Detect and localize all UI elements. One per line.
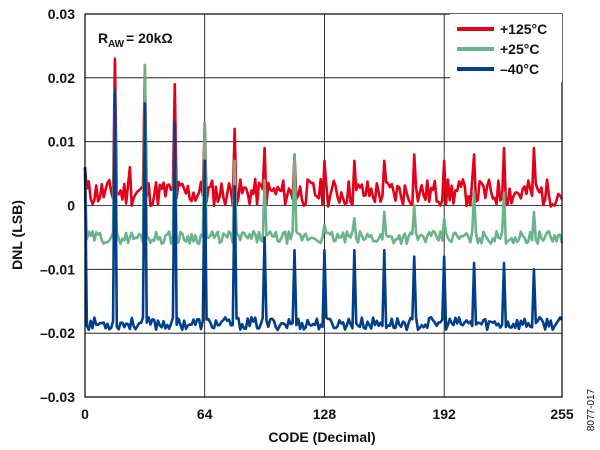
plot-frame	[84, 13, 563, 398]
series-line	[83, 57, 564, 208]
annotation-rest: = 20kΩ	[126, 30, 173, 46]
x-tick-label: 128	[313, 406, 337, 422]
y-axis-label: DNL (LSB)	[9, 200, 25, 270]
x-tick-label: 255	[550, 406, 574, 422]
annotation-subscript: AW	[108, 39, 125, 50]
y-tick-label: –0.02	[40, 325, 75, 341]
legend: +125°C +25°C –40°C	[457, 21, 547, 77]
x-tick-labels: 0 64 128 192 255	[81, 406, 574, 422]
legend-label: –40°C	[500, 61, 539, 77]
y-tick-label: 0	[67, 198, 75, 214]
y-tick-label: 0.03	[48, 6, 75, 22]
series-layer	[83, 57, 564, 332]
series-line	[83, 63, 564, 246]
y-tick-label: –0.01	[40, 261, 75, 277]
x-axis-label: CODE (Decimal)	[268, 429, 375, 445]
y-tick-label: 0.02	[48, 70, 75, 86]
figure-id: 8077-017	[586, 388, 597, 431]
x-tick-label: 0	[81, 406, 89, 422]
x-tick-label: 64	[197, 406, 213, 422]
annotation-main: R	[98, 30, 108, 46]
legend-label: +25°C	[500, 41, 539, 57]
x-tick-label: 192	[432, 406, 456, 422]
y-tick-labels: 0.03 0.02 0.01 0 –0.01 –0.02 –0.03	[40, 6, 75, 405]
y-tick-label: –0.03	[40, 389, 75, 405]
y-tick-label: 0.01	[48, 134, 75, 150]
series-line	[83, 89, 564, 332]
annotation-raw: R AW = 20kΩ	[98, 30, 173, 50]
legend-label: +125°C	[500, 21, 547, 37]
